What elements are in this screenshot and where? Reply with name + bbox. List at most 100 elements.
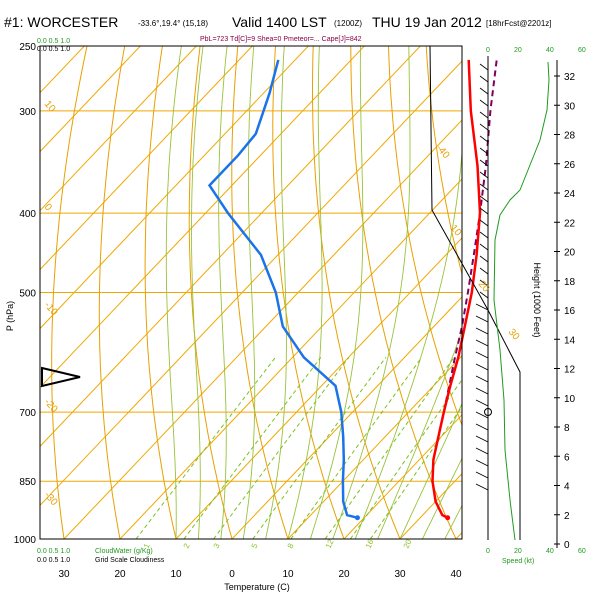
wind-barb (479, 231, 489, 239)
freezing-level-arrow (41, 366, 81, 388)
wind-barb (479, 195, 489, 203)
station-coords: -33.6°,19.4° (15,18) (138, 19, 208, 28)
moist-adiabat-line (309, 46, 364, 539)
cloud-legend-top-black: 0.0 0.5 1.0 (37, 46, 70, 53)
wind-barb (479, 159, 489, 167)
mixing-ratio-line (324, 357, 455, 539)
parcel-trace (442, 59, 498, 413)
wind-barb (479, 87, 489, 95)
wind-barb (475, 471, 489, 479)
temperature-tick-label: 10 (170, 569, 182, 580)
cloud-legend-bottom-green: 0.0 0.5 1.0 (37, 548, 70, 555)
height-tick-label: 30 (564, 101, 576, 112)
height-tick-label: 16 (564, 306, 576, 317)
mixing-ratio-label: 1 (142, 542, 152, 550)
moist-adiabat-line (191, 46, 204, 539)
wind-barb (479, 135, 489, 143)
moist-adiabat-line (165, 46, 182, 539)
dewpoint-trace (207, 59, 358, 520)
wind-barb (479, 63, 489, 71)
temperature-tick-label: 20 (114, 569, 126, 580)
wind-barb (479, 219, 489, 227)
wind-barb (475, 435, 489, 443)
height-tick-label: 6 (564, 452, 570, 463)
wind-barb (479, 99, 489, 107)
plot-frame (39, 45, 463, 540)
surface-dewpoint-marker (354, 515, 360, 521)
isotherm-line (119, 178, 462, 539)
isotherm-line (343, 414, 462, 539)
height-tick-label: 24 (564, 189, 576, 200)
grid-cloud-label: Grid Scale Cloudiness (95, 557, 165, 564)
height-tick-label: 8 (564, 423, 570, 434)
height-tick-label: 14 (564, 335, 576, 346)
wind-barb (475, 387, 489, 395)
indices-line: PbL=723 Td[C]=9 Shea=0 Pmeteor=... Cape[… (200, 36, 362, 43)
wind-barb (479, 147, 489, 155)
mixing-ratio-line (290, 357, 423, 539)
dry-adiabat-line (144, 46, 177, 539)
dry-adiabat-line (350, 46, 457, 539)
mixing-ratio-line (213, 356, 350, 539)
height-axis-label: Height (1000 Feet) (532, 262, 542, 337)
utc-time: (1200Z) (334, 19, 362, 28)
dry-adiabat-line (272, 46, 345, 539)
isotherm-line (40, 46, 198, 212)
dry-adiabat-line (425, 46, 462, 277)
speed-tick-40-top: 40 (546, 47, 554, 54)
height-tick-label: 10 (564, 394, 576, 405)
wind-barb (475, 459, 489, 467)
moist-adiabat-line (332, 46, 411, 539)
adiabat-label: -10 (42, 300, 60, 318)
height-tick-label: 26 (564, 160, 576, 171)
speed-tick-20-bottom: 20 (514, 548, 522, 555)
dry-adiabat-line (495, 0, 600, 556)
isotherm-line (40, 46, 142, 153)
mixing-ratio-line (135, 356, 276, 539)
dry-adiabat-line (98, 46, 126, 539)
data-layer (207, 59, 498, 521)
wind-speed-profile (493, 61, 550, 541)
height-tick-label: 4 (564, 482, 570, 493)
mixing-ratio-label: 16 (364, 537, 376, 549)
isotherm-line (40, 60, 462, 507)
moist-adiabat-line (444, 504, 462, 539)
temperature-tick-label: 40 (450, 569, 462, 580)
speed-tick-20-top: 20 (514, 47, 522, 54)
isotherm-line (231, 296, 462, 539)
height-tick-label: 22 (564, 218, 576, 229)
height-tick-label: 0 (564, 540, 570, 551)
mixing-ratio-line (252, 357, 387, 539)
adiabat-label: 0 (42, 202, 54, 214)
cloud-legend-top-green: 0.0 0.5 1.0 (37, 38, 70, 45)
wind-barb (479, 123, 489, 131)
speed-tick-0-top: 0 (486, 47, 490, 54)
moist-adiabat-line (242, 46, 256, 539)
surface-temperature-marker (445, 515, 451, 521)
mixing-ratio-line (183, 356, 322, 539)
dry-adiabat-line (188, 46, 233, 539)
height-tick-label: 2 (564, 511, 570, 522)
adiabat-label: 10 (42, 99, 58, 115)
isotherm-line (455, 531, 462, 539)
grid-layer (40, 0, 600, 556)
temperature-trace (431, 59, 482, 519)
adiabat-label: -30 (42, 490, 60, 508)
temperature-tick-label: 30 (394, 569, 406, 580)
pressure-tick-label: 400 (19, 209, 36, 220)
adiabat-label: 30 (506, 327, 522, 343)
height-tick-label: 28 (564, 131, 576, 142)
wind-barb (479, 75, 489, 83)
wind-barb (479, 279, 489, 287)
temperature-tick-label: 30 (58, 569, 70, 580)
wind-barb (479, 111, 489, 119)
moist-adiabat-line (377, 329, 462, 539)
pressure-tick-label: 300 (19, 107, 36, 118)
height-tick-label: 12 (564, 365, 576, 376)
isotherm-line (40, 46, 422, 448)
isotherm-line (40, 46, 366, 389)
moist-adiabat-line (399, 402, 462, 539)
moist-adiabat-line (218, 46, 228, 539)
mixing-ratio-label: 5 (250, 542, 260, 550)
wind-barb (475, 327, 489, 335)
